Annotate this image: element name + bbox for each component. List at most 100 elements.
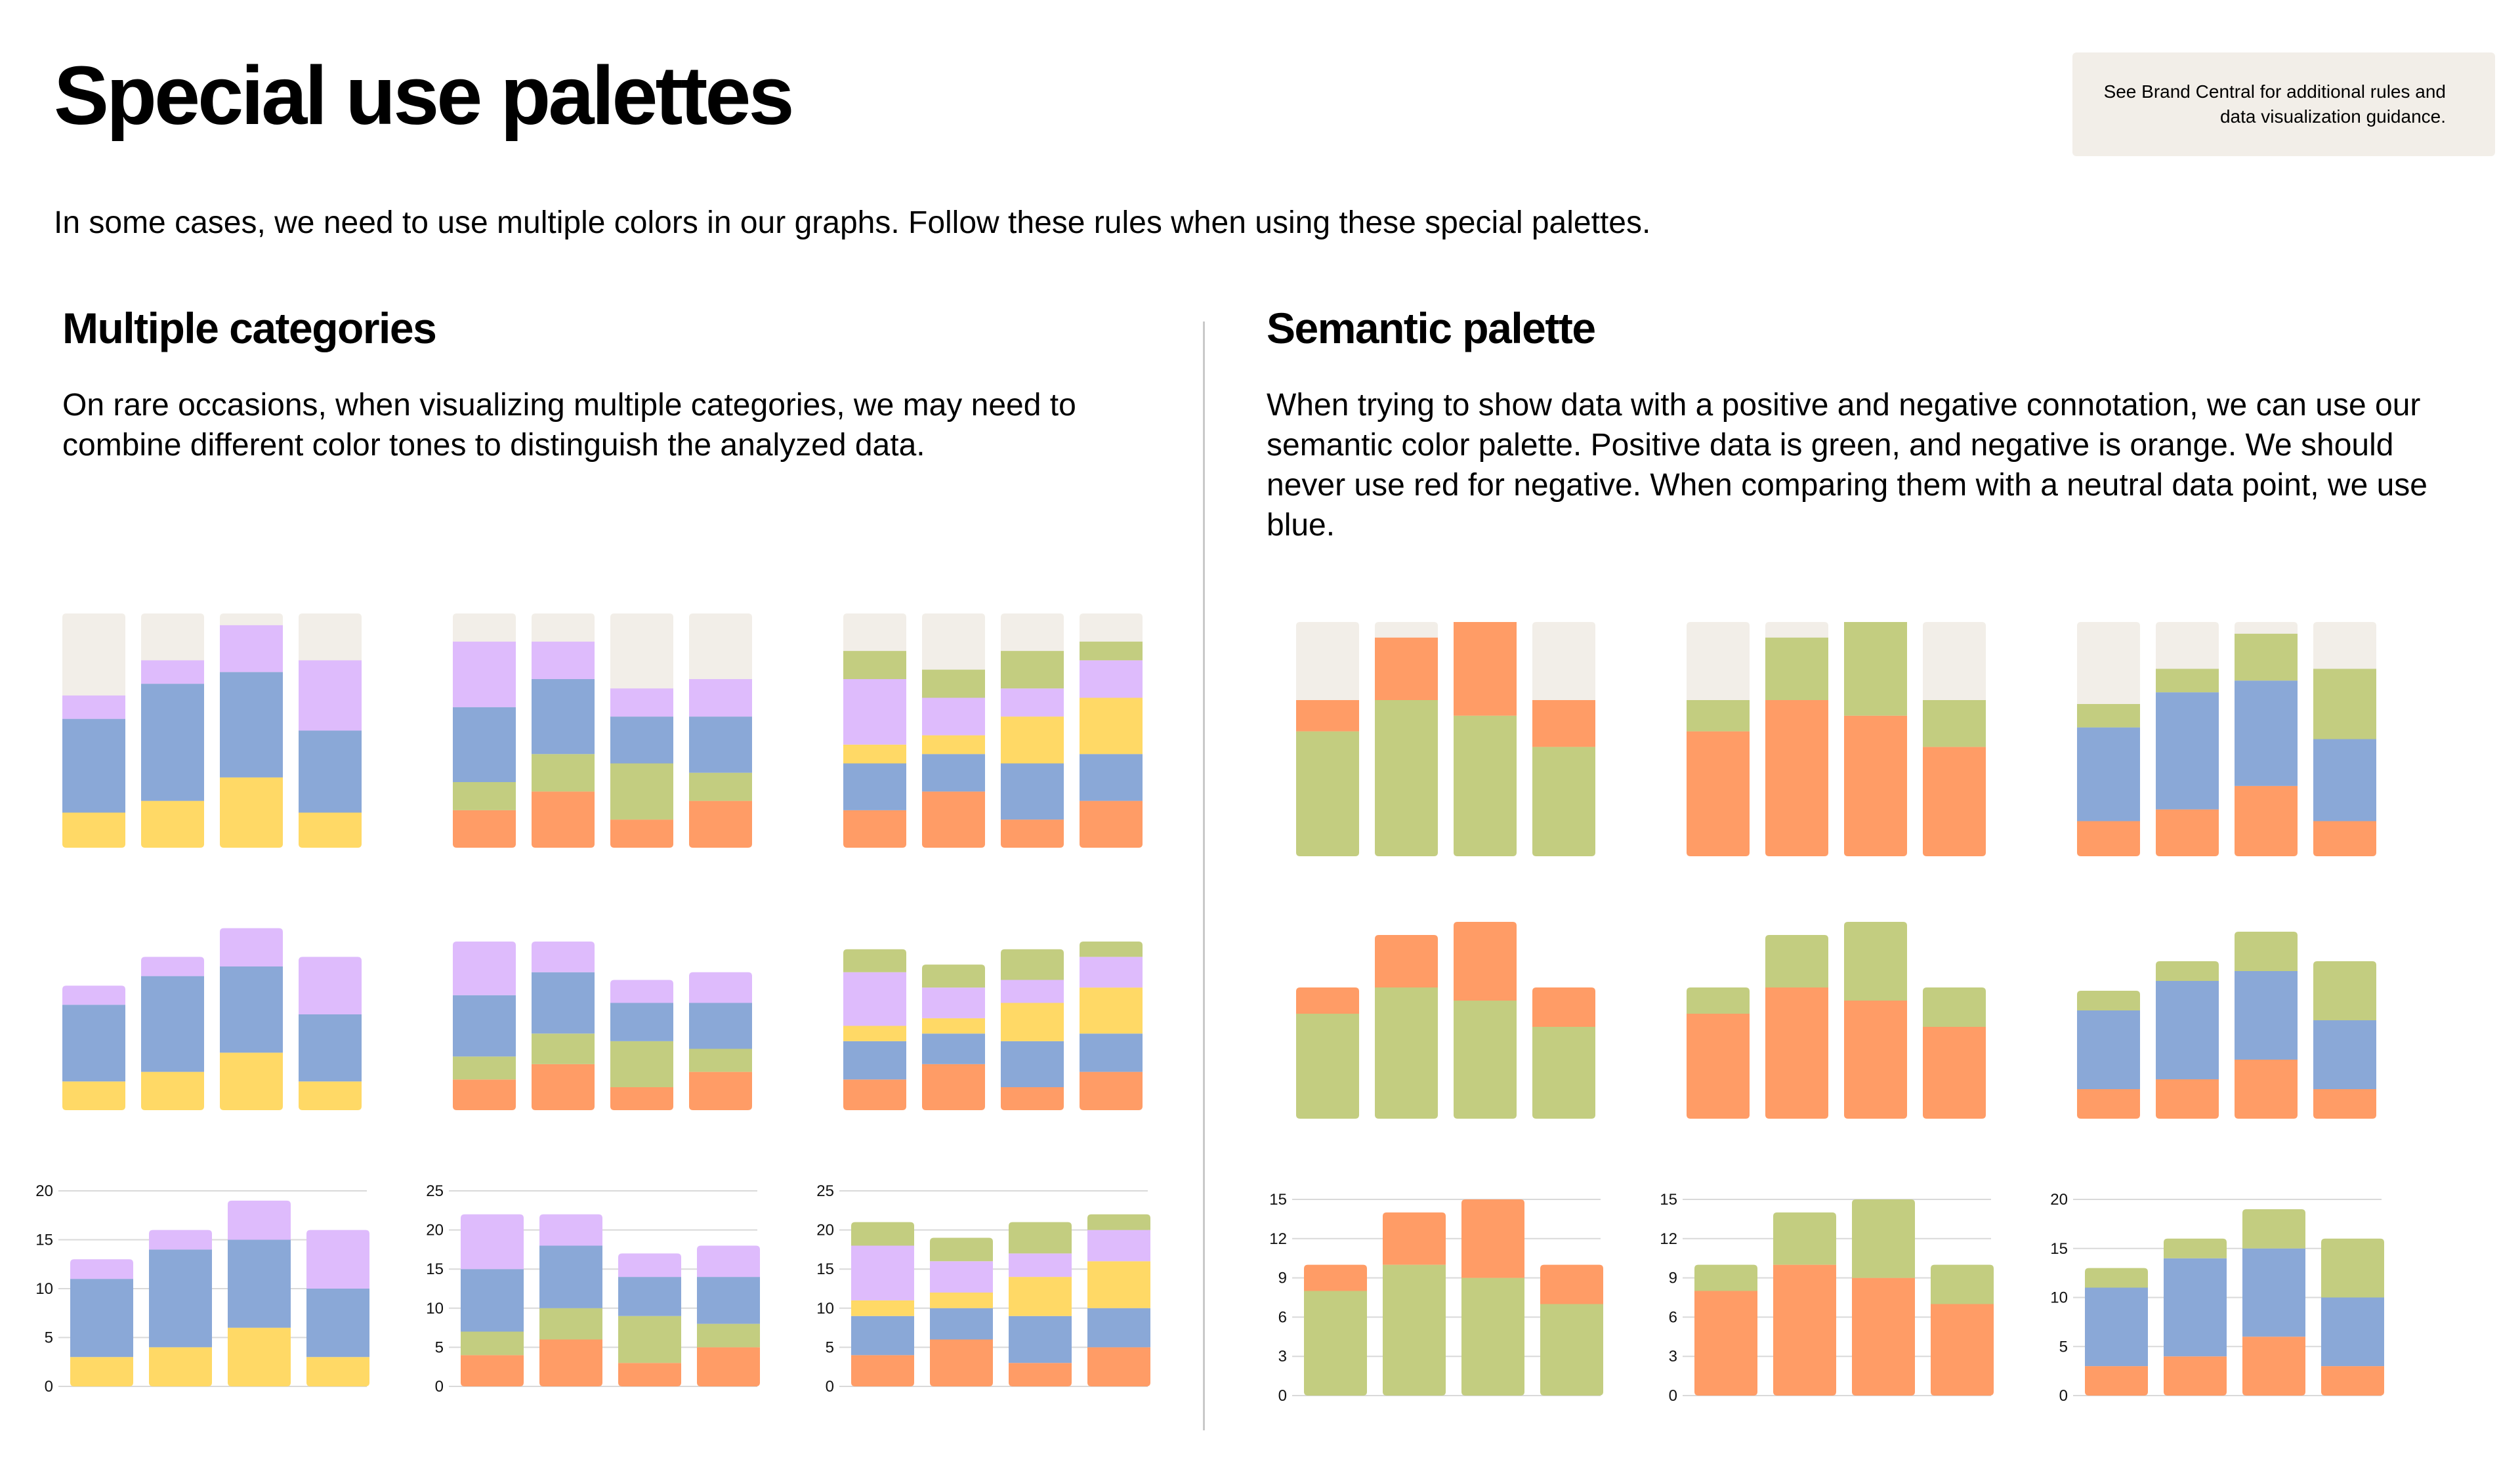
bar-segment-positive [1304,1291,1367,1396]
y-tick-label: 20 [426,1222,444,1239]
y-tick-label: 5 [435,1338,444,1356]
bar-segment-negative [2235,785,2298,856]
bar-segment-blue [141,976,204,1072]
bar-segment-blue [689,716,752,773]
bar-segment-positive [1773,1212,1836,1265]
bar-segment-positive [1844,622,1907,716]
bar-segment-orange [532,791,595,848]
bar-segment-orange [922,791,985,848]
page-title: Special use palettes [54,49,795,142]
bar-segment-negative [2235,1060,2298,1119]
bar-segment-yellow [141,1071,204,1110]
bar-segment-green [1009,1222,1072,1254]
bar-segment-positive [1923,987,1986,1027]
bar-segment-negative [2156,809,2219,856]
bar-segment-blue [930,1308,993,1340]
y-tick-label: 10 [816,1300,834,1317]
bar-segment-blue [1009,1316,1072,1363]
y-tick-label: 5 [45,1329,53,1347]
y-tick-label: 3 [1278,1348,1287,1365]
y-tick-label: 20 [2050,1191,2068,1209]
bar-segment-green [1001,651,1064,689]
bar-segment-yellow [62,812,125,848]
y-tick-label: 6 [1278,1308,1287,1326]
bar-segment-yellow [306,1357,369,1386]
bar-segment-negative [2077,821,2140,856]
bar-segment-yellow [1001,716,1064,764]
bar-segment-positive [2077,703,2140,728]
bar-segment-green [1087,1214,1150,1230]
y-tick-label: 5 [826,1338,834,1356]
bar-segment-negative [1304,1264,1367,1291]
bar-segment-orange [453,810,516,848]
bar-segment-yellow [930,1292,993,1308]
bar-segment-blue [306,1289,369,1358]
bar-segment-positive [1454,1001,1517,1119]
bar-segment-purple [843,972,906,1026]
bar-segment-negative [1540,1264,1603,1304]
bar-segment-negative [2242,1337,2305,1396]
bar-segment-purple [141,957,204,976]
bar-segment-positive [1540,1304,1603,1396]
bar-segment-orange [610,819,673,848]
bar-segment-yellow [851,1300,914,1316]
bar-segment-negative [1844,1001,1907,1119]
bar-segment-blue [141,684,204,801]
chart-multi-5-series-plain [843,942,1143,1110]
bar-segment-blue [149,1249,212,1348]
chart-multi-5-series-track [843,613,1143,848]
bar-segment-yellow [228,1327,291,1386]
bar-segment-purple [141,660,204,684]
bar-segment-orange [851,1355,914,1386]
bar-segment-green [618,1316,681,1363]
bar-segment-positive [1765,637,1828,700]
bar-segment-positive [1532,1027,1595,1119]
bar-segment-negative [2085,1366,2148,1396]
bar-segment-negative [2313,821,2376,856]
bar-segment-negative [1765,700,1828,856]
bar-segment-yellow [299,1081,362,1110]
bar-segment-purple [843,678,906,745]
bar-segment-negative [1931,1304,1994,1396]
bar-segment-yellow [220,777,283,848]
bar-segment-orange [610,1087,673,1110]
bar-segment-purple [618,1253,681,1277]
chart-semantic-negative-base-track [1687,622,1986,856]
bar-segment-neutral [2235,680,2298,786]
bar-segment-purple [1080,957,1143,988]
bar-segment-blue [689,1003,752,1049]
bar-segment-negative [1454,622,1517,716]
bar-segment-purple [697,1245,760,1277]
bar-segment-positive [2235,932,2298,971]
bar-segment-purple [922,987,985,1018]
bar-segment-green [689,772,752,801]
y-tick-label: 9 [1669,1270,1677,1287]
chart-semantic-positive-base-plain [1296,922,1595,1119]
bar-segment-neutral [2077,727,2140,821]
bar-segment-yellow [220,1052,283,1110]
bar-segment-blue [618,1277,681,1316]
bar-segment-orange [843,810,906,848]
multiple-categories-section: Multiple categories On rare occasions, w… [62,299,1191,465]
bar-segment-orange [930,1339,993,1386]
bar-segment-orange [922,1064,985,1110]
bar-segment-negative [1296,700,1359,732]
multiple-categories-title: Multiple categories [62,304,437,352]
bar-segment-negative [1375,935,1438,987]
bar-segment-orange [1001,819,1064,848]
semantic-palette-title: Semantic palette [1267,304,1596,352]
chart-semantic-negative-base-plain [1687,922,1986,1119]
bar-segment-purple [299,957,362,1014]
bar-segment-blue [843,763,906,810]
chart-multi-5-series-axis: 0 5 10 15 20 25 [816,1182,1150,1396]
bar-segment-blue [62,1005,125,1082]
bar-segment-positive [2321,1238,2384,1298]
bar-segment-positive [2085,1268,2148,1288]
intro-text: In some cases, we need to use multiple c… [54,205,1651,240]
y-tick-label: 15 [35,1232,53,1249]
bar-segment-green [1001,949,1064,980]
bar-segment-blue [610,1003,673,1041]
bar-segment-blue [461,1269,524,1332]
bar-segment-blue [453,707,516,783]
bar-segment-green [922,669,985,698]
